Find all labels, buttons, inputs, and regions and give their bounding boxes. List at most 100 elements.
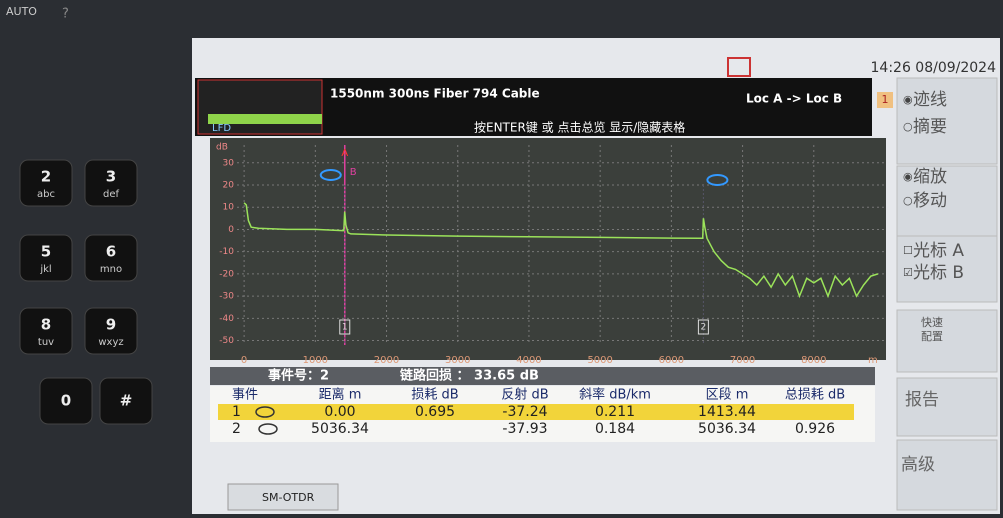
x-tick-label: 6000 bbox=[659, 355, 684, 366]
y-tick-label: -50 bbox=[219, 336, 234, 346]
key[interactable] bbox=[84, 307, 138, 355]
event-box bbox=[339, 319, 351, 335]
menu-mark: ○ bbox=[903, 194, 913, 207]
key-digit: 8 bbox=[41, 316, 51, 334]
cell: 5036.34 bbox=[311, 421, 369, 437]
y-tick-label: -40 bbox=[219, 314, 234, 324]
cell: 0.695 bbox=[415, 404, 455, 420]
cell: 5036.34 bbox=[698, 421, 756, 437]
menu-mark: ☐ bbox=[903, 244, 913, 257]
key[interactable] bbox=[19, 234, 73, 282]
link-orl: 链路回损 ： 33.65 dB bbox=[399, 368, 539, 384]
selected-row bbox=[218, 404, 854, 420]
key-digit: # bbox=[120, 392, 133, 410]
event-icon bbox=[258, 423, 278, 435]
event-icon bbox=[255, 406, 275, 418]
column-header: 斜率 dB/km bbox=[579, 387, 651, 403]
key[interactable] bbox=[84, 234, 138, 282]
menu-item[interactable]: 摘要 bbox=[913, 117, 947, 137]
setup: 1550nm 300ns Fiber 794 Cable bbox=[330, 87, 540, 101]
cell: -37.24 bbox=[502, 404, 547, 420]
keypad: 2 abc 3 def 5 jkl 6 mno 8 tuv 9 wxyz 0 # bbox=[19, 159, 153, 425]
menu-item[interactable]: 缩放 bbox=[913, 167, 947, 187]
x-tick-label: 1000 bbox=[303, 355, 328, 366]
menu-item[interactable]: 配置 bbox=[921, 330, 943, 343]
menu-item[interactable]: 报告 bbox=[905, 390, 939, 410]
key[interactable] bbox=[84, 159, 138, 207]
key-letters: abc bbox=[37, 189, 55, 200]
menu-mark: ☑ bbox=[903, 266, 913, 279]
key-digit: 2 bbox=[41, 168, 51, 186]
event-box bbox=[697, 319, 709, 335]
y-tick-label: 30 bbox=[223, 158, 235, 168]
x-tick-label: 3000 bbox=[445, 355, 470, 366]
event-icon bbox=[319, 169, 342, 181]
cursor-label: B bbox=[350, 167, 357, 178]
key-digit: 9 bbox=[106, 316, 116, 334]
y-tick-label: 20 bbox=[223, 181, 235, 191]
key-digit: 5 bbox=[41, 243, 51, 261]
column-header: 距离 m bbox=[319, 387, 362, 403]
menu-item[interactable]: 高级 bbox=[901, 455, 935, 475]
overview[interactable] bbox=[197, 79, 323, 135]
menu-mark: ◉ bbox=[903, 170, 913, 183]
event-label: 2 bbox=[701, 323, 707, 333]
overview-label: LFD bbox=[212, 123, 231, 134]
help-label: ? bbox=[62, 7, 69, 22]
cursor-label: A bbox=[341, 148, 348, 159]
trace-plot: dB 30 20 10 0 -10 -20 -30 -40 -50 0 1000 2000 3000 400… bbox=[216, 143, 885, 366]
hint: 按ENTER键 或 点击总览 显示/隐藏表格 bbox=[474, 120, 685, 135]
menu-item[interactable]: 光标 B bbox=[913, 263, 964, 283]
cell: -37.93 bbox=[502, 421, 547, 437]
cell: 1 bbox=[232, 404, 241, 420]
direction: Loc A -> Loc B bbox=[746, 92, 842, 106]
plot-area bbox=[210, 138, 886, 360]
page-badge bbox=[877, 92, 893, 108]
y-axis-label: dB bbox=[216, 143, 228, 153]
menu-item[interactable]: 迹线 bbox=[913, 90, 947, 110]
auto-label: AUTO bbox=[6, 5, 37, 18]
key[interactable] bbox=[99, 377, 153, 425]
menu-mark: ◉ bbox=[903, 93, 913, 106]
menu-panel[interactable] bbox=[896, 309, 998, 373]
column-header: 事件 bbox=[232, 388, 258, 403]
column-header: 总损耗 dB bbox=[785, 388, 845, 403]
key[interactable] bbox=[19, 307, 73, 355]
y-tick-label: 10 bbox=[223, 203, 235, 213]
x-tick-label: 4000 bbox=[516, 355, 541, 366]
cell: 0.00 bbox=[324, 404, 355, 420]
key-letters: jkl bbox=[39, 264, 51, 275]
menu-mark: ○ bbox=[903, 120, 913, 133]
table-body: 事件 距离 m 损耗 dB 反射 dB 斜率 dB/km 区段 m 总损耗 dB 1 0.00 0… bbox=[218, 387, 854, 437]
menu-panel[interactable] bbox=[896, 439, 998, 511]
key-letters: def bbox=[103, 189, 120, 200]
column-header: 反射 dB bbox=[501, 387, 548, 403]
menu-item[interactable]: 光标 A bbox=[913, 241, 964, 261]
key-digit: 0 bbox=[61, 392, 71, 410]
y-tick-label: -30 bbox=[219, 292, 234, 302]
y-tick-label: 0 bbox=[228, 225, 234, 235]
cell: 0.184 bbox=[595, 421, 635, 437]
key[interactable] bbox=[39, 377, 93, 425]
y-tick-label: -10 bbox=[219, 247, 234, 257]
cell: 0.211 bbox=[595, 404, 635, 420]
menu-item[interactable]: 移动 bbox=[913, 191, 947, 211]
network-icon bbox=[727, 57, 751, 77]
summary-bar bbox=[210, 367, 875, 385]
x-tick-label: 7000 bbox=[730, 355, 755, 366]
menu-panel[interactable] bbox=[896, 235, 998, 303]
menu-item[interactable]: 快速 bbox=[921, 316, 943, 329]
menu-panel[interactable] bbox=[896, 77, 998, 165]
x-tick-label: 2000 bbox=[374, 355, 399, 366]
event-label: 1 bbox=[342, 323, 348, 333]
x-tick-label: 0 bbox=[241, 355, 247, 366]
column-header: 区段 m bbox=[706, 388, 749, 403]
key-letters: mno bbox=[100, 264, 122, 275]
key[interactable] bbox=[19, 159, 73, 207]
menu-panel[interactable] bbox=[896, 377, 998, 437]
tab[interactable] bbox=[227, 483, 339, 511]
trace-line bbox=[243, 202, 879, 299]
key-digit: 6 bbox=[106, 243, 116, 261]
x-tick-label: 8000 bbox=[801, 355, 826, 366]
